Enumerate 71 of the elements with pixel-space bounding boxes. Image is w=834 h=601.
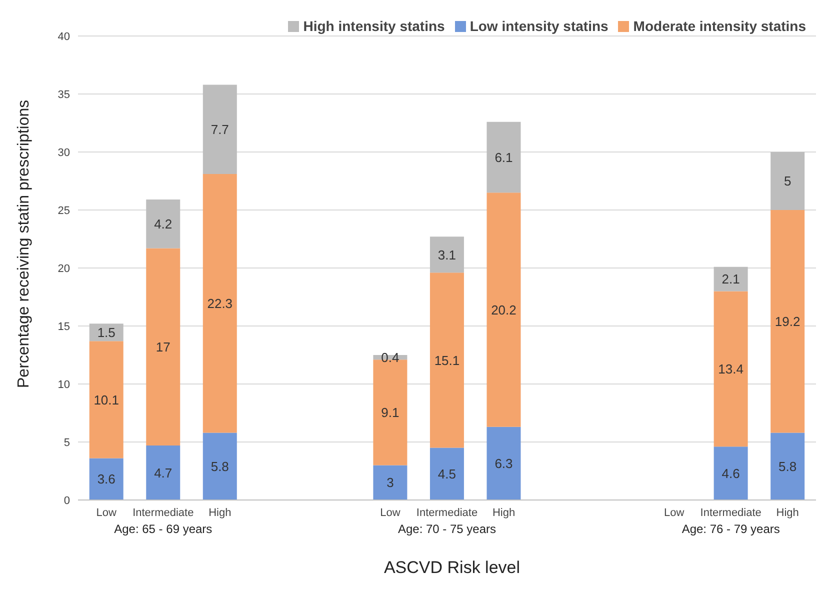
data-label: 4.6 xyxy=(722,466,740,481)
y-tick-label: 35 xyxy=(58,88,70,101)
bar xyxy=(89,458,124,500)
y-tick-label: 0 xyxy=(64,494,70,507)
data-label: 22.3 xyxy=(207,296,233,311)
legend-label: Moderate intensity statins xyxy=(633,18,806,34)
y-tick-label: 20 xyxy=(58,262,70,275)
x-tick-label: Intermediate xyxy=(132,506,194,519)
data-label: 10.1 xyxy=(94,392,120,408)
y-tick-label: 10 xyxy=(58,378,70,391)
text: Age: 65 - 69 years xyxy=(113,522,214,536)
bar xyxy=(486,192,521,427)
legend-label: Low intensity statins xyxy=(470,18,608,34)
bar xyxy=(714,266,748,292)
x-tick-label: Low xyxy=(664,506,684,519)
bar xyxy=(146,248,180,446)
bar xyxy=(770,152,805,210)
y-tick-label: 30 xyxy=(58,146,70,159)
y-tick-label: 40 xyxy=(58,30,70,43)
data-label: 7.7 xyxy=(210,122,229,137)
data-label: 13.4 xyxy=(718,362,744,377)
bar xyxy=(770,210,805,433)
x-tick-label: Low xyxy=(96,506,117,519)
data-label: 4.7 xyxy=(154,465,172,480)
bar xyxy=(770,432,805,500)
data-label: 6.1 xyxy=(494,150,513,165)
bar xyxy=(146,445,180,500)
data-label: 5 xyxy=(784,174,792,189)
data-label: 1.5 xyxy=(97,324,116,340)
bar xyxy=(202,432,237,500)
y-tick-label: 5 xyxy=(64,436,70,449)
bar xyxy=(430,448,464,500)
bar xyxy=(430,236,464,273)
x-tick-label: High xyxy=(492,506,516,519)
data-label: 3.1 xyxy=(438,247,456,262)
data-label: 6.3 xyxy=(494,456,513,472)
x-tick-label: High xyxy=(776,506,799,519)
x-tick-label: High xyxy=(208,506,232,519)
x-tick-label: Intermediate xyxy=(416,506,478,519)
bar xyxy=(714,446,748,500)
text: Age: 76 - 79 years xyxy=(680,522,781,536)
data-label: 4.2 xyxy=(154,216,172,232)
data-label: 20.2 xyxy=(491,302,516,318)
bar xyxy=(714,291,748,447)
data-label: 19.2 xyxy=(774,314,800,329)
data-label: 5.8 xyxy=(210,458,229,474)
x-axis-title: ASCVD Risk level xyxy=(382,558,522,578)
y-tick-label: 15 xyxy=(58,320,70,333)
legend-label: High intensity statins xyxy=(303,18,445,34)
x-tick-label: Intermediate xyxy=(700,506,762,519)
bar xyxy=(146,200,180,248)
data-label: 4.5 xyxy=(438,466,456,482)
data-label: 17 xyxy=(156,339,170,354)
bar xyxy=(202,174,237,433)
data-label: 5.8 xyxy=(778,458,797,474)
bar xyxy=(486,426,521,500)
text: Age: 70 - 75 years xyxy=(396,522,498,536)
data-label: 2.1 xyxy=(722,272,740,287)
bar xyxy=(202,84,237,174)
bar xyxy=(430,272,464,448)
bar xyxy=(89,341,124,458)
data-label: 3 xyxy=(386,475,394,490)
y-axis-title: Percentage receiving statin prescriptions xyxy=(16,100,33,388)
data-label: 15.1 xyxy=(434,352,460,368)
data-label: 9.1 xyxy=(381,405,400,420)
data-label: 3.6 xyxy=(97,472,116,487)
bar xyxy=(486,122,521,193)
y-tick-label: 25 xyxy=(58,204,70,217)
bar xyxy=(373,465,408,500)
bar xyxy=(89,324,124,342)
x-tick-label: Low xyxy=(380,506,400,519)
